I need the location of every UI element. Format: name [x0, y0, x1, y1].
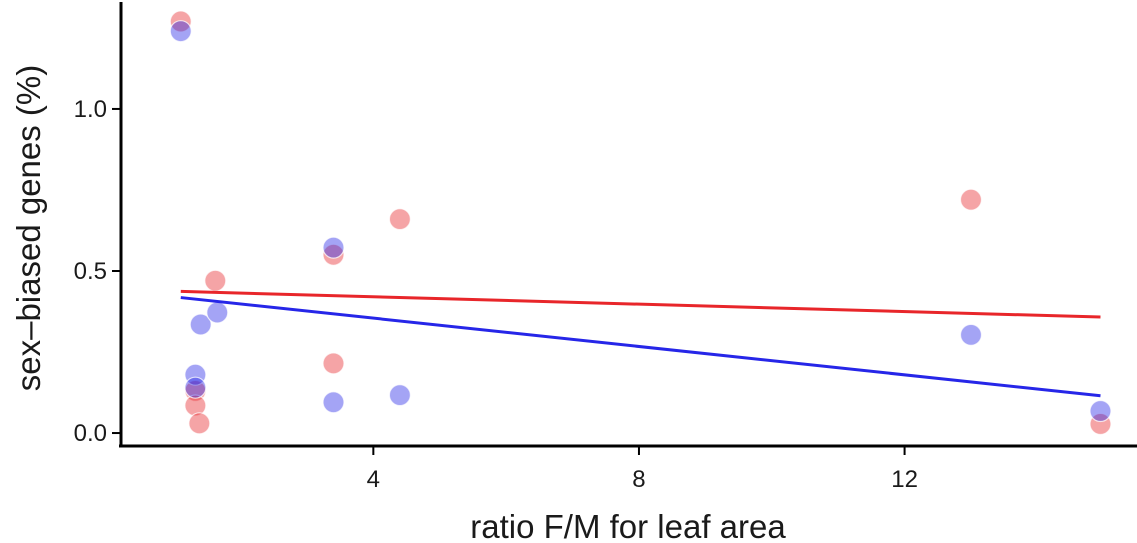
x-tick-label: 12 [891, 466, 918, 493]
data-point [169, 20, 192, 43]
data-point [188, 412, 211, 435]
data-point [189, 313, 212, 336]
data-point [206, 301, 229, 324]
x-axis-ticks: 4 8 12 [367, 446, 918, 493]
data-point [959, 323, 983, 346]
trend-lines [180, 289, 1101, 398]
trend-line [180, 296, 1101, 398]
y-axis-ticks: 0.0 0.5 1.0 [74, 96, 121, 447]
data-point [184, 363, 207, 386]
data-point [322, 236, 345, 259]
data-point [1089, 399, 1112, 423]
trend-line [180, 289, 1101, 319]
data-point [322, 352, 345, 375]
data-point [388, 384, 412, 407]
data-point [322, 391, 345, 414]
data-point [204, 269, 227, 292]
x-axis-title: ratio F/M for leaf area [470, 508, 786, 543]
data-point [184, 376, 207, 399]
y-tick-label: 1.0 [74, 96, 107, 123]
data-point [959, 188, 983, 211]
data-point [1089, 412, 1112, 436]
y-tick-label: 0.0 [74, 420, 107, 447]
data-point [184, 394, 207, 417]
y-axis-title: sex–biased genes (%) [10, 65, 47, 392]
y-tick-label: 0.5 [74, 258, 107, 285]
x-tick-label: 8 [632, 466, 645, 493]
data-point [169, 10, 192, 33]
data-point [388, 208, 412, 231]
x-tick-label: 4 [367, 466, 380, 493]
data-point [322, 243, 345, 266]
data-points [169, 10, 1112, 436]
